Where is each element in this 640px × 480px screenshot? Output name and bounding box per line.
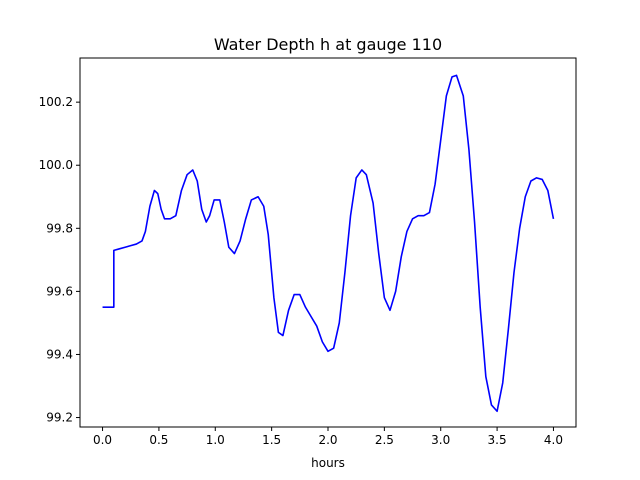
x-tick-label: 4.0	[544, 433, 563, 447]
x-tick-label: 3.0	[431, 433, 450, 447]
x-tick-label: 2.0	[318, 433, 337, 447]
x-axis-label: hours	[311, 456, 345, 470]
x-tick-label: 1.0	[206, 433, 225, 447]
x-tick-label: 2.5	[375, 433, 394, 447]
x-tick-label: 1.5	[262, 433, 281, 447]
plot-frame	[79, 57, 577, 428]
plot-area: 0.0 0.5 1.0 1.5 2.0 2.5 3.0 3.5 4.0 99.2 99.4 99.6 9…	[39, 57, 577, 447]
y-tick-label: 99.8	[46, 221, 73, 235]
y-tick-label: 100.0	[39, 158, 73, 172]
y-tick-label: 99.4	[46, 347, 73, 361]
x-tick-label: 3.5	[488, 433, 507, 447]
y-tick-label: 99.6	[46, 284, 73, 298]
series-line-0	[102, 74, 555, 413]
x-tick-label: 0.5	[149, 433, 168, 447]
chart-title: Water Depth h at gauge 110	[214, 35, 442, 54]
x-tick-label: 0.0	[93, 433, 112, 447]
y-tick-label: 100.2	[39, 95, 73, 109]
y-tick-label: 99.2	[46, 411, 73, 425]
